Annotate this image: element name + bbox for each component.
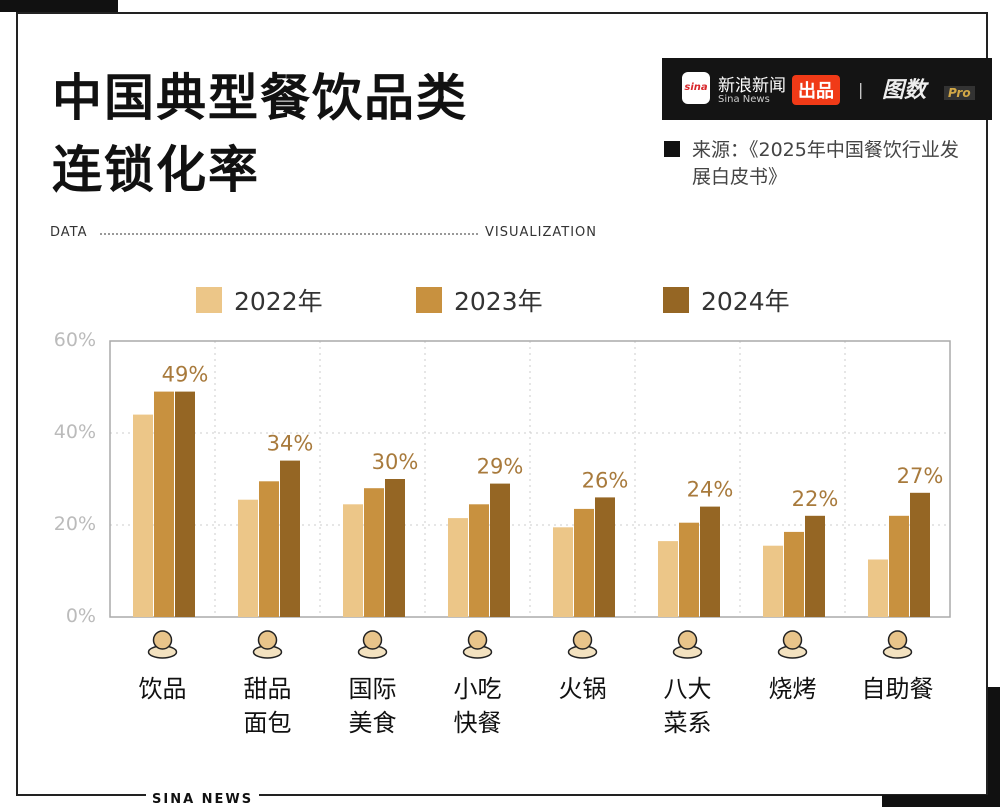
legend-swatch [196, 287, 222, 313]
bar-2023 [154, 391, 174, 617]
category-label: 烧烤 [741, 672, 845, 706]
corner-decoration [882, 795, 1000, 807]
data-label: 24% [687, 478, 734, 502]
bar-2023 [469, 504, 489, 617]
bar-2023 [889, 515, 909, 617]
legend-label: 2022年 [234, 287, 323, 316]
page-title: 中国典型餐饮品类 连锁化率 [52, 62, 468, 206]
bar-2024 [805, 515, 825, 617]
footer-brand: SINA NEWS [146, 792, 260, 807]
legend-item: 2024年 [663, 282, 790, 318]
bar-2022 [238, 499, 258, 617]
category-label: 小吃 快餐 [426, 672, 530, 740]
y-tick-label: 40% [53, 421, 96, 443]
source-bullet [664, 141, 680, 157]
source-text: 来源：《2025年中国餐饮行业发展白皮书》 [692, 139, 959, 188]
sina-logo: sina [682, 72, 710, 104]
brand-separator: | [858, 80, 864, 99]
tushu-logo: 图数 [882, 78, 927, 103]
bar-2022 [658, 541, 678, 617]
bar-2024 [385, 479, 405, 617]
visualization-label: VISUALIZATION [485, 225, 597, 240]
category-label-line: 甜品 [243, 675, 292, 703]
data-label: 26% [582, 468, 629, 492]
category-label: 自助餐 [846, 672, 950, 706]
legend-item: 2022年 [196, 282, 323, 318]
data-label: DATA [50, 225, 88, 240]
title-line-2: 连锁化率 [52, 141, 260, 199]
bar-2023 [259, 481, 279, 617]
data-label: 22% [792, 487, 839, 511]
category-label-line: 小吃 [453, 675, 502, 703]
y-tick-label: 0% [65, 605, 96, 627]
produced-badge: 出品 [792, 75, 840, 105]
category-label-line: 烧烤 [768, 675, 817, 703]
border-frame [16, 12, 988, 796]
corner-decoration [0, 0, 118, 12]
legend-swatch [663, 287, 689, 313]
bar-2024 [490, 483, 510, 617]
soup-pot-icon [672, 630, 703, 659]
bar-2024 [910, 492, 930, 617]
y-tick-label: 60% [53, 329, 96, 351]
legend-label: 2024年 [701, 287, 790, 316]
category-label-line: 美食 [348, 709, 397, 737]
bar-2024 [175, 391, 195, 617]
data-label: 30% [372, 450, 419, 474]
category-label: 火锅 [531, 672, 635, 706]
data-label: 27% [897, 464, 944, 488]
bar-2022 [448, 518, 468, 617]
category-label-line: 火锅 [558, 675, 607, 703]
pro-badge: Pro [944, 86, 975, 100]
bar-2024 [280, 460, 300, 617]
category-label-line: 快餐 [453, 709, 502, 737]
bar-2022 [133, 414, 153, 617]
y-tick-label: 20% [53, 513, 96, 535]
title-line-1: 中国典型餐饮品类 [52, 69, 468, 127]
data-label: 34% [267, 432, 314, 456]
bar-2024 [700, 506, 720, 617]
category-label-line: 饮品 [138, 675, 187, 703]
bar-2023 [574, 508, 594, 617]
bar-2022 [553, 527, 573, 617]
category-label-line: 自助餐 [861, 675, 934, 703]
category-label: 国际 美食 [321, 672, 425, 740]
data-label: 49% [162, 363, 209, 387]
legend-label: 2023年 [454, 287, 543, 316]
dumplings-icon [462, 630, 493, 659]
bar-2022 [868, 559, 888, 617]
sushi-icon [357, 630, 388, 659]
data-label: 29% [477, 455, 524, 479]
sina-name-en: Sina News [718, 94, 770, 105]
category-label: 饮品 [111, 672, 215, 706]
bar-2022 [343, 504, 363, 617]
bar-2023 [784, 531, 804, 617]
buffet-plate-icon [882, 630, 913, 659]
dotted-divider [100, 233, 478, 235]
sina-name-cn: 新浪新闻 [718, 76, 786, 96]
category-label-line: 菜系 [663, 709, 712, 737]
category-label-line: 国际 [348, 675, 397, 703]
category-label-line: 八大 [663, 675, 712, 703]
category-label: 甜品 面包 [216, 672, 320, 740]
brand-bar: sina 新浪新闻 Sina News 出品 | 图数 Pro [662, 58, 992, 120]
corner-decoration [988, 687, 1000, 807]
category-label: 八大 菜系 [636, 672, 740, 740]
category-label-line: 面包 [243, 709, 292, 737]
bar-2023 [679, 522, 699, 617]
skewer-icon [777, 630, 808, 659]
bar-2023 [364, 488, 384, 617]
hotpot-icon [567, 630, 598, 659]
legend-item: 2023年 [416, 282, 543, 318]
plot-frame [109, 340, 951, 618]
bar-2024 [595, 497, 615, 617]
legend-swatch [416, 287, 442, 313]
bubble-tea-icon [147, 630, 178, 659]
bar-2022 [763, 545, 783, 617]
cupcake-icon [252, 630, 283, 659]
